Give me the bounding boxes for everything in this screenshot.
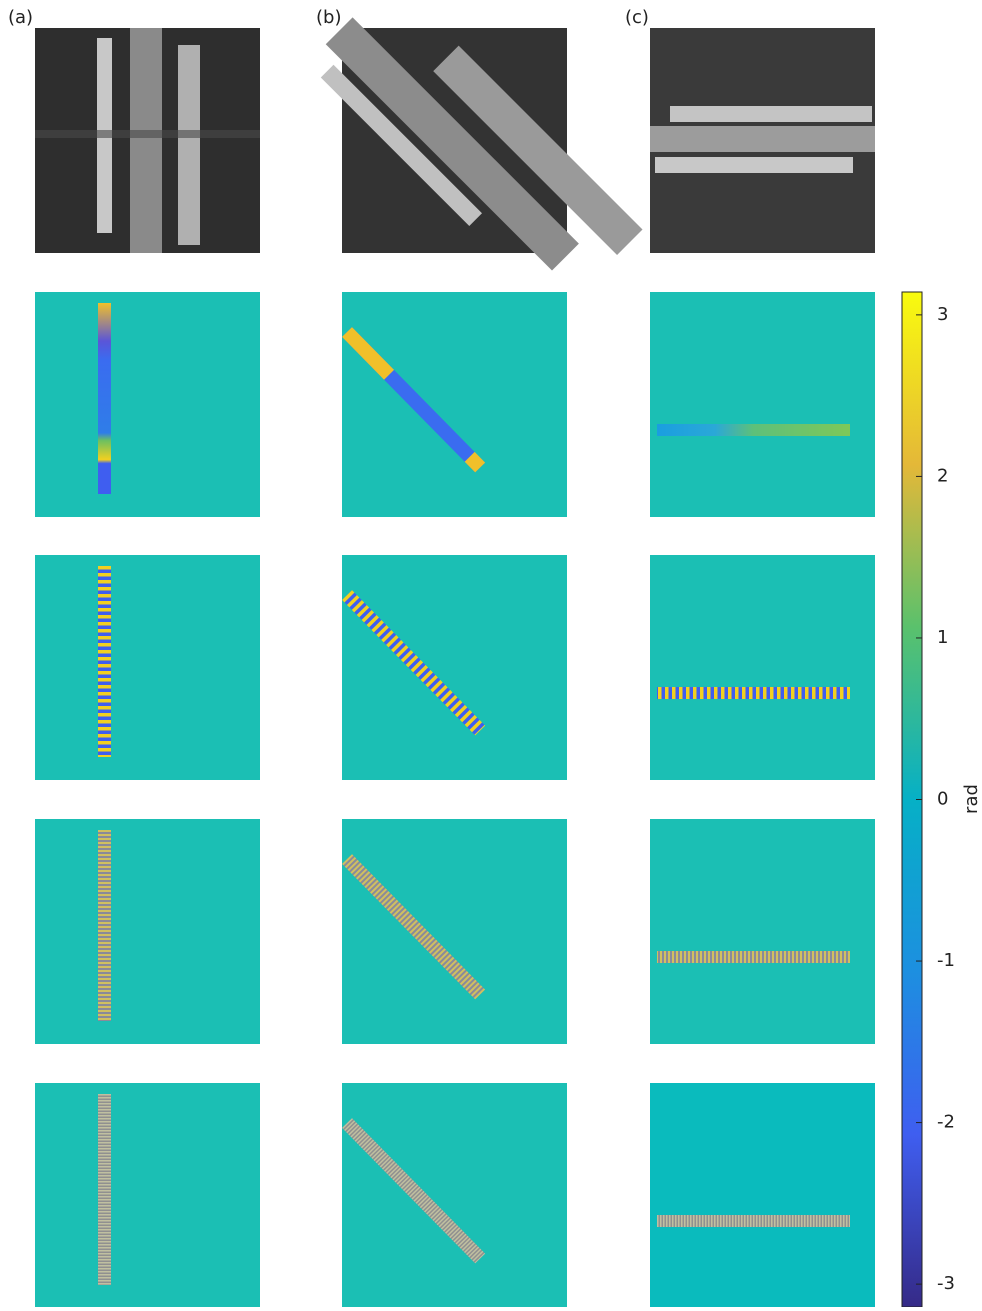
tick-label: 1 (937, 627, 948, 648)
phase-map (650, 819, 875, 1044)
bar-phase (342, 1118, 486, 1264)
phase-map (342, 819, 567, 1044)
bar-phase (98, 830, 111, 1021)
bar-phase (342, 327, 395, 380)
photo-c (650, 28, 875, 253)
bar (342, 1118, 486, 1264)
bar (342, 590, 486, 736)
phase-background (35, 1083, 260, 1308)
colorbar-label: rad (961, 784, 982, 814)
phase-background (35, 819, 260, 1044)
tick-label: -2 (937, 1112, 955, 1133)
tick-label: 3 (937, 304, 948, 325)
bar (98, 1094, 111, 1285)
phase-map (650, 292, 875, 517)
phase-map (650, 555, 875, 780)
bar-phase (342, 854, 486, 1000)
phase-background (342, 819, 567, 1044)
phase-background (342, 292, 567, 517)
phase-background (650, 819, 875, 1044)
bar (98, 566, 111, 757)
phase-map (342, 1083, 567, 1308)
phase-background (35, 555, 260, 780)
phase-map (35, 1083, 260, 1308)
phase-background (650, 555, 875, 780)
phase-background (342, 1083, 567, 1308)
panel-label: (c) (625, 7, 649, 28)
photo-b (320, 17, 643, 271)
bar (342, 327, 486, 473)
bar-phase (98, 566, 111, 757)
phase-background (650, 1083, 875, 1308)
phase-map (650, 1083, 875, 1308)
phase-map (35, 292, 260, 517)
phase-background (35, 292, 260, 517)
bar-phase (464, 451, 486, 473)
tick-label: -1 (937, 950, 955, 971)
phase-background (342, 555, 567, 780)
tick-label: 2 (937, 465, 948, 486)
bar-phase (342, 590, 486, 736)
bar-phase (657, 424, 850, 436)
panel-label: (b) (316, 7, 341, 28)
phase-map (35, 819, 260, 1044)
phase-map (342, 555, 567, 780)
bar-phase (657, 687, 850, 699)
tick-label: -3 (937, 1273, 955, 1294)
bar-phase (98, 1094, 111, 1285)
panel-label: (a) (8, 7, 33, 28)
photo-a (35, 28, 260, 253)
bar-phase (657, 1215, 850, 1227)
phase-background (650, 292, 875, 517)
bar-phase (657, 951, 850, 963)
phase-map (35, 555, 260, 780)
bar (98, 830, 111, 1021)
phase-map (342, 292, 567, 517)
bar-phase (98, 303, 111, 494)
tick-label: 0 (937, 789, 948, 810)
bar (342, 854, 486, 1000)
